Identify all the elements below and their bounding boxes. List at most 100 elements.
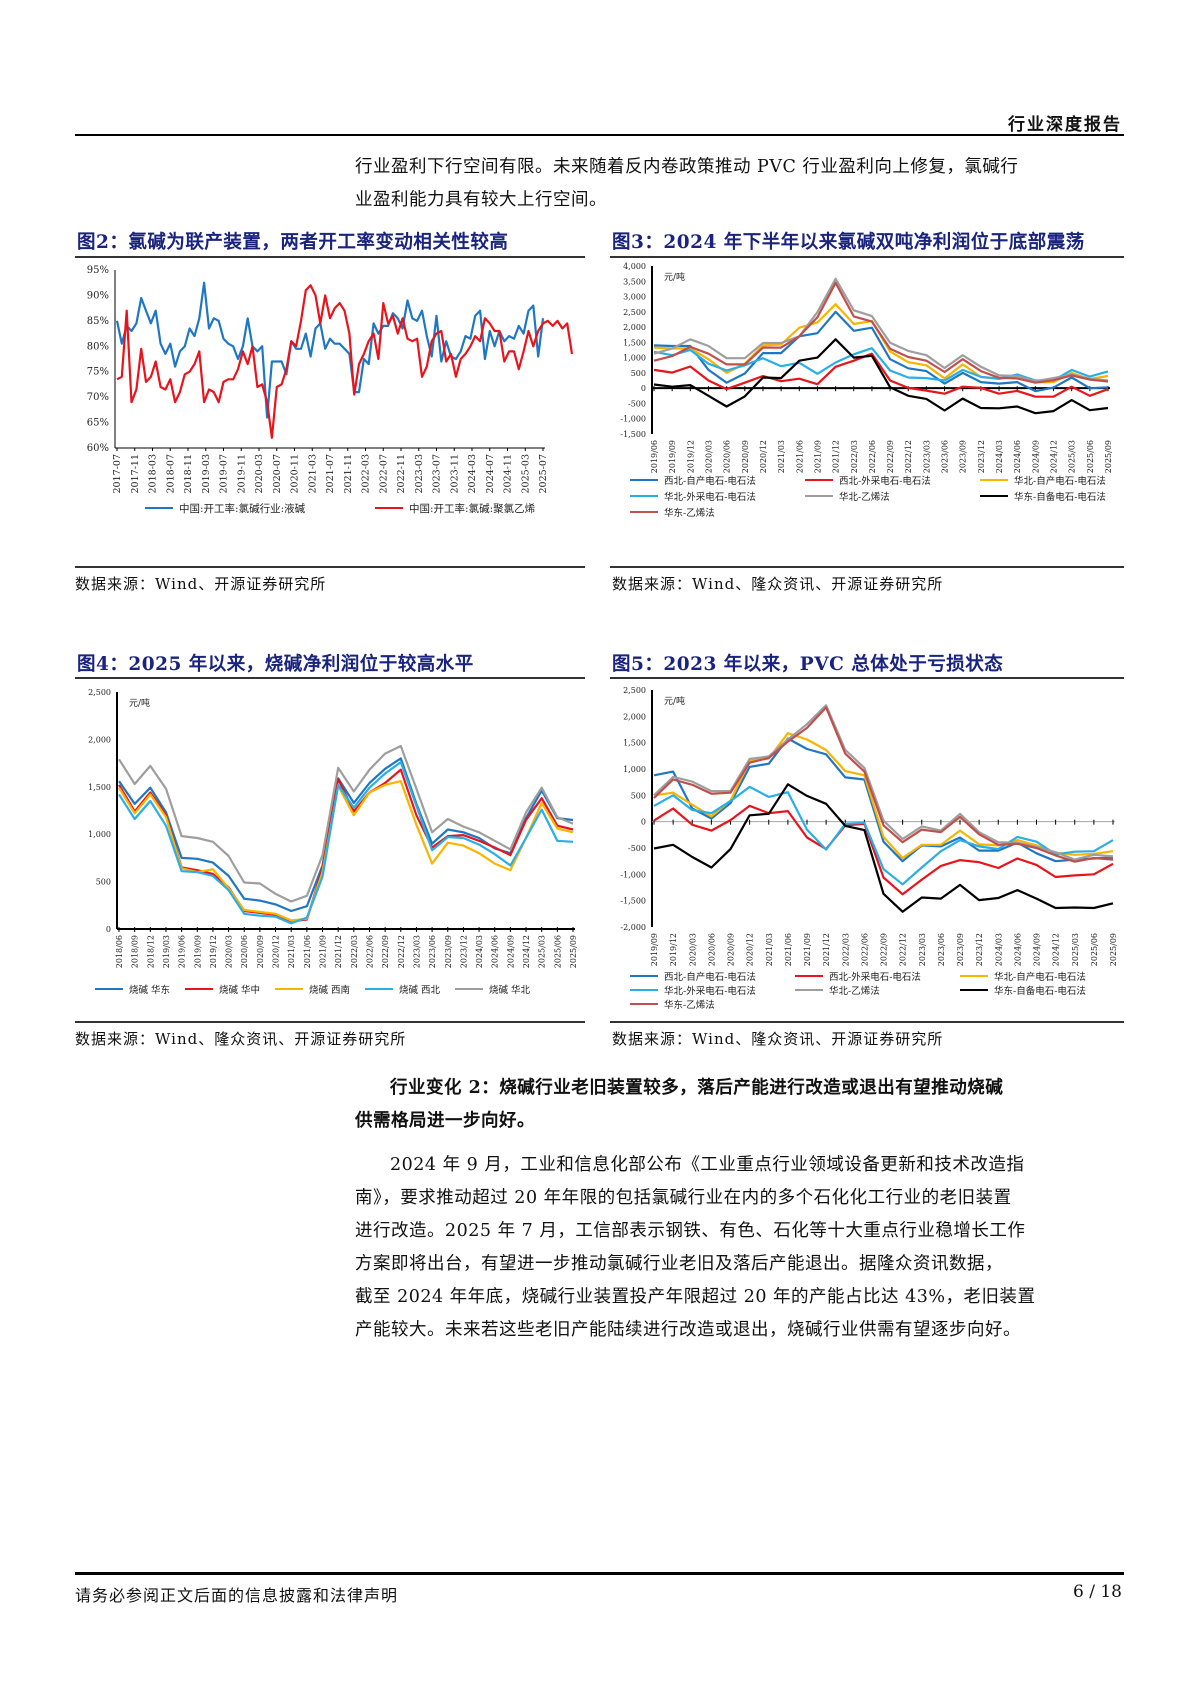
legend-entry: 华北-乙烯法 (839, 491, 890, 503)
figure-2-title: 图2：氯碱为联产装置，两者开工率变动相关性较高 (77, 232, 509, 253)
series-line (653, 804, 1114, 896)
x-tick-label: 2025/03 (1068, 440, 1077, 473)
figure-3-chart: -1,500 -1,000 -500 0 500 1,000 1,500 2,000 2,500… (620, 262, 1113, 519)
y-tick-label: 2,000 (623, 712, 646, 721)
figure-5-bottom-rule (610, 1021, 1124, 1023)
figure-2-rule (75, 256, 585, 258)
x-tick-label: 2023-07 (432, 454, 443, 493)
figure-5-source: 数据来源：Wind、隆众资讯、开源证券研究所 (612, 1030, 944, 1048)
y-tick-label: 85% (87, 316, 109, 327)
y-tick-label: 1,500 (88, 783, 111, 792)
x-tick-label: 2021-11 (343, 454, 354, 493)
y-tick-label: 2,500 (623, 308, 646, 317)
legend-entry: 华北-自产电石-电石法 (1014, 475, 1106, 487)
x-tick-label: 2020/09 (727, 933, 736, 966)
x-tick-label: 2020/12 (759, 440, 768, 473)
body-line: 进行改造。2025 年 7 月，工信部表示钢铁、有色、石化等十大重点行业稳增长工… (355, 1221, 1026, 1241)
figure-5-rule (610, 677, 1124, 679)
x-tick-label: 2021/03 (765, 933, 774, 966)
x-tick-label: 2019-03 (201, 454, 212, 493)
x-tick-label: 2023/12 (975, 933, 984, 966)
y-tick-label: 80% (87, 341, 109, 352)
x-tick-label: 2024/09 (506, 935, 515, 968)
x-tick-label: 2024/06 (1013, 440, 1022, 473)
x-tick-label: 2020/06 (240, 935, 249, 968)
series-line (653, 310, 1109, 393)
x-tick-label: 2020-07 (272, 454, 283, 493)
x-tick-label: 2018/06 (115, 935, 124, 968)
series-line (653, 281, 1109, 384)
section-heading: 行业变化 2：烧碱行业老旧装置较多，落后产能进行改造或退出有望推动烧碱 供需格局… (355, 1072, 1003, 1138)
x-tick-label: 2022/12 (397, 935, 406, 968)
x-tick-label: 2022/06 (868, 440, 877, 473)
figure-3-source: 数据来源：Wind、隆众资讯、开源证券研究所 (612, 575, 944, 593)
y-tick-label: 2,500 (623, 686, 646, 695)
y-tick-label: 0 (106, 925, 111, 934)
x-tick-label: 2023-11 (449, 454, 460, 493)
x-tick-label: 2023/06 (937, 933, 946, 966)
series-line (653, 277, 1109, 383)
x-tick-label: 2025/09 (1104, 440, 1113, 473)
legend-entry: 西北-自产电石-电石法 (664, 971, 756, 983)
unit-label: 元/吨 (664, 271, 685, 283)
x-tick-label: 2018/12 (146, 935, 155, 968)
legend-entry: 华东-乙烯法 (664, 999, 715, 1011)
header-rule (75, 134, 1124, 136)
x-tick-label: 2025/09 (1109, 933, 1118, 966)
x-tick-label: 2017-11 (130, 454, 141, 493)
y-tick-label: 500 (96, 878, 111, 887)
figure-5-title: 图5：2023 年以来，PVC 总体处于亏损状态 (612, 654, 1004, 675)
x-tick-label: 2022-03 (361, 454, 372, 493)
series-line (653, 785, 1114, 886)
x-tick-label: 2021/12 (832, 440, 841, 473)
y-tick-label: -500 (628, 844, 646, 853)
x-tick-label: 2024/12 (1052, 933, 1061, 966)
x-tick-label: 2025/03 (538, 935, 547, 968)
series-line (653, 352, 1109, 398)
x-tick-label: 2024/03 (995, 440, 1004, 473)
y-tick-label: 65% (87, 418, 109, 429)
x-tick-label: 2022/06 (365, 935, 374, 968)
x-tick-label: 2024/09 (1033, 933, 1042, 966)
x-tick-label: 2018-03 (148, 454, 159, 493)
y-tick-label: 500 (631, 791, 646, 800)
x-tick-label: 2019/09 (650, 933, 659, 966)
y-tick-label: -500 (628, 399, 646, 408)
x-tick-label: 2019/06 (178, 935, 187, 968)
x-tick-label: 2020-03 (254, 454, 265, 493)
y-tick-label: 1,000 (88, 830, 111, 839)
x-tick-label: 2022/09 (880, 933, 889, 966)
y-tick-label: 60% (87, 443, 109, 454)
x-tick-label: 2023/06 (428, 935, 437, 968)
x-tick-label: 2019/06 (650, 440, 659, 473)
x-tick-label: 2023/12 (977, 440, 986, 473)
legend-entry: 烧碱 华中 (219, 984, 260, 996)
x-tick-label: 2024/09 (1031, 440, 1040, 473)
x-tick-label: 2022/03 (350, 935, 359, 968)
y-tick-label: 500 (631, 369, 646, 378)
body-line: 截至 2024 年年底，烧碱行业装置投产年限超过 20 年的产能占比达 43%，… (355, 1287, 1036, 1307)
x-tick-label: 2025-07 (538, 454, 549, 493)
x-tick-label: 2022/09 (886, 440, 895, 473)
y-tick-label: 0 (641, 384, 646, 393)
x-tick-label: 2025/06 (1090, 933, 1099, 966)
y-tick-label: -1,500 (620, 430, 646, 439)
y-tick-label: 70% (87, 392, 109, 403)
x-tick-label: 2025/06 (1086, 440, 1095, 473)
disclaimer-link[interactable]: 请务必参阅正文后面的信息披露和法律声明 (75, 1586, 399, 1605)
x-tick-label: 2024-07 (485, 454, 496, 493)
x-tick-label: 2022/09 (381, 935, 390, 968)
x-tick-label: 2021-03 (307, 454, 318, 493)
y-tick-label: 3,500 (623, 277, 646, 286)
y-tick-label: 0 (641, 818, 646, 827)
series-line (118, 761, 574, 925)
y-tick-label: 95% (87, 265, 109, 276)
x-tick-label: 2024-03 (467, 454, 478, 493)
x-tick-label: 2021/12 (822, 933, 831, 966)
x-tick-label: 2025/09 (569, 935, 578, 968)
x-tick-label: 2021/09 (803, 933, 812, 966)
figure-2-source: 数据来源：Wind、开源证券研究所 (75, 575, 327, 593)
x-tick-label: 2019/12 (669, 933, 678, 966)
legend-entry: 华东-自备电石-电石法 (994, 985, 1086, 997)
x-tick-label: 2021/03 (777, 440, 786, 473)
